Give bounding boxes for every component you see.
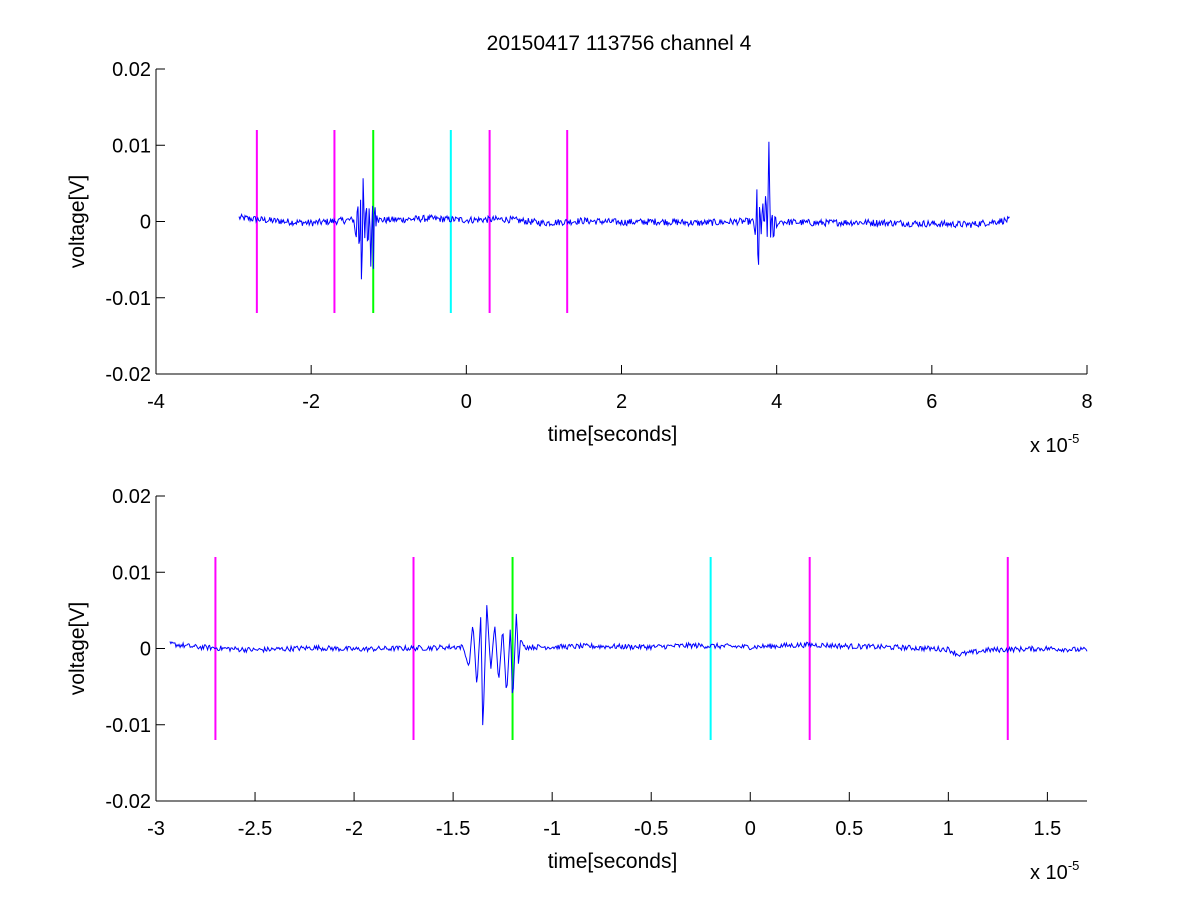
x-tick-label: 0.5 (835, 818, 863, 840)
y-tick-label: -0.02 (105, 364, 151, 386)
top-plot-exponent-base: x 10 (1030, 435, 1068, 457)
y-tick-label: 0.02 (112, 59, 151, 81)
bottom-plot-markers (214, 557, 1009, 740)
top-plot-ticks (155, 68, 1088, 375)
x-tick-label: 6 (926, 391, 937, 413)
top-plot-xlabel: time[seconds] (548, 423, 678, 446)
x-tick-label: 4 (771, 391, 782, 413)
x-tick-label: -3 (147, 818, 165, 840)
bottom-plot: -3 -2.5 -2 -1.5 -1 -0.5 0 0.5 1 1.5 -0.02 -0.01 0 0.0… (66, 486, 1088, 884)
y-tick-label: -0.01 (105, 288, 151, 310)
x-tick-label: 2 (616, 391, 627, 413)
bottom-plot-ylabel: voltage[V] (66, 602, 89, 695)
x-tick-label: -1.5 (436, 818, 470, 840)
bottom-plot-xlabel: time[seconds] (548, 850, 678, 873)
x-tick-label: -2 (302, 391, 320, 413)
top-plot-ylabel: voltage[V] (66, 175, 89, 268)
figure-title: 20150417 113756 channel 4 (487, 32, 752, 55)
top-plot-tick-labels: -4 -2 0 2 4 6 8 -0.02 -0.01 0 0.01 0.02 (105, 59, 1092, 413)
x-tick-label: -2 (345, 818, 363, 840)
y-tick-label: 0.01 (112, 135, 151, 157)
x-tick-label: 0 (745, 818, 756, 840)
x-tick-label: 1 (943, 818, 954, 840)
top-plot-signal-line (238, 141, 1010, 280)
bottom-plot-exponent-power: -5 (1068, 858, 1080, 873)
y-tick-label: 0 (140, 212, 151, 234)
x-tick-label: -4 (147, 391, 165, 413)
top-plot-x-exponent: x 10-5 (1030, 431, 1079, 457)
x-tick-label: 8 (1081, 391, 1092, 413)
y-tick-label: -0.01 (105, 715, 151, 737)
x-tick-label: -2.5 (238, 818, 272, 840)
bottom-plot-signal-line (169, 605, 1088, 726)
bottom-plot-exponent-base: x 10 (1030, 862, 1068, 884)
bottom-plot-tick-labels: -3 -2.5 -2 -1.5 -1 -0.5 0 0.5 1 1.5 -0.02 -0.01 0 0.0… (105, 486, 1061, 840)
x-tick-label: -0.5 (634, 818, 668, 840)
y-tick-label: -0.02 (105, 791, 151, 813)
x-tick-label: 0 (461, 391, 472, 413)
y-tick-label: 0.01 (112, 562, 151, 584)
y-tick-label: 0.02 (112, 486, 151, 508)
x-tick-label: 1.5 (1033, 818, 1061, 840)
x-tick-label: -1 (543, 818, 561, 840)
y-tick-label: 0 (140, 639, 151, 661)
top-plot: -4 -2 0 2 4 6 8 -0.02 -0.01 0 0.01 0.02 time[second… (66, 59, 1093, 457)
bottom-plot-x-exponent: x 10-5 (1030, 858, 1079, 884)
top-plot-exponent-power: -5 (1068, 431, 1080, 446)
